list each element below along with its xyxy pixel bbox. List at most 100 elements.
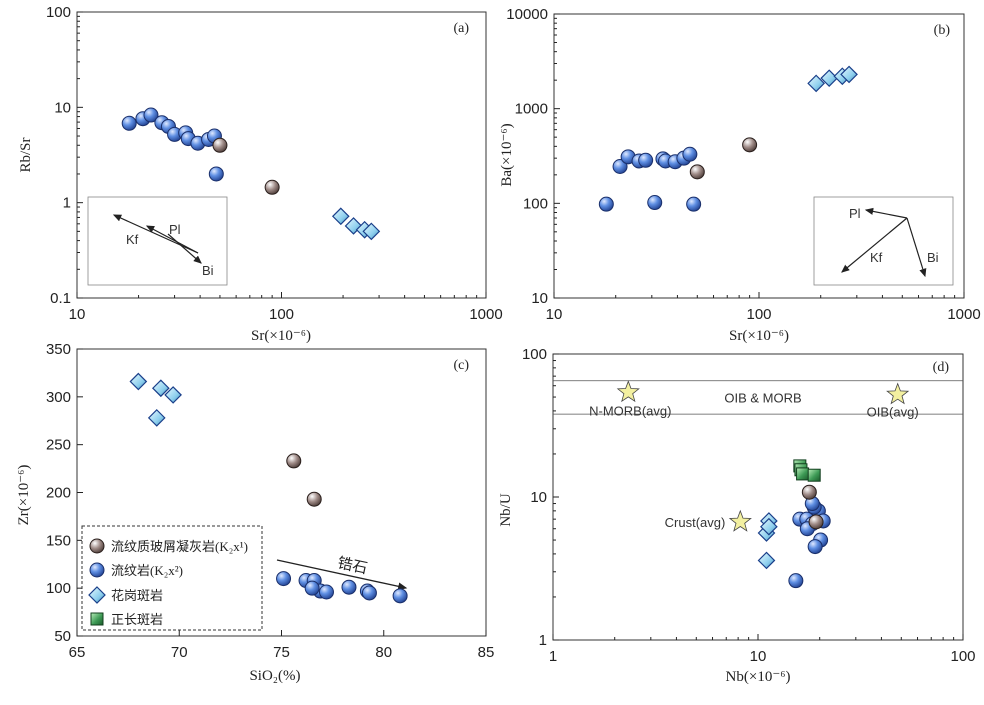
- point-rhyolite: [392, 588, 408, 604]
- panel-d-ticks: 1 10 100 1 10 100: [522, 346, 976, 665]
- panel-a-tag: (a): [453, 21, 469, 36]
- point-granite: [807, 74, 825, 93]
- panel-d-xlabel: Nb(×10⁻⁶): [726, 669, 791, 685]
- panel-b-inset: Pl Kf Bi: [813, 196, 954, 286]
- legend-marker-rhyolite: [89, 562, 105, 578]
- legend-label-tuff: 流纹质玻屑凝灰岩(K₂x¹): [111, 539, 248, 554]
- point-tuff: [808, 514, 824, 530]
- panel-d-ytick-label: 1: [539, 632, 547, 649]
- point-rhyolite: [143, 107, 159, 123]
- legend: 流纹质玻屑凝灰岩(K₂x¹) 流纹岩(K₂x²) 花岗斑岩 正长斑岩: [81, 525, 263, 631]
- panel-c-ytick-label: 350: [46, 341, 71, 358]
- panel-c: 65 70 75 80 85 50 100 150 200 250 300 350 (c) SiO₂(…: [16, 341, 494, 684]
- point-granite: [151, 379, 170, 398]
- legend-frame: [81, 525, 263, 631]
- panel-b-ylabel: Ba(×10⁻⁶): [499, 123, 515, 186]
- point-rhyolite: [788, 573, 804, 589]
- point-tuff: [742, 137, 758, 153]
- point-granite: [760, 517, 778, 536]
- panel-c-xlabel: SiO₂(%): [249, 668, 300, 684]
- point-rhyolite: [682, 146, 698, 162]
- panel-a-inset-label-bi: Bi: [202, 263, 214, 278]
- panel-a-inset-frame: [87, 196, 228, 286]
- panel-c-ytick-label: 300: [46, 389, 71, 406]
- panel-a-inset-label-kf: Kf: [126, 232, 139, 247]
- point-granite: [757, 551, 776, 570]
- panel-d: OIB & MORB 1 10 100 1 10 100 (d) Nb(×10⁻⁶) Nb…: [498, 346, 976, 685]
- panel-b-xtick-label: 1000: [947, 306, 980, 323]
- legend-label-granite: 花岗斑岩: [111, 588, 163, 603]
- panel-a-inset: Kf Pl Bi: [87, 196, 228, 286]
- panel-b-inset-label-bi: Bi: [927, 250, 939, 265]
- panel-d-xtick-label: 100: [950, 648, 975, 665]
- panel-b-xtick-label: 100: [746, 306, 771, 323]
- panel-a-inset-label-pl: Pl: [169, 222, 181, 237]
- panel-a-ytick-label: 1: [63, 195, 71, 212]
- legend-item-tuff: 流纹质玻屑凝灰岩(K₂x¹): [89, 538, 248, 554]
- point-syenite: [807, 468, 821, 482]
- point-rhyolite: [318, 584, 334, 600]
- panel-b-inset-arrow-bi: [906, 217, 927, 278]
- panel-c-ytick-label: 50: [54, 628, 71, 645]
- point-tuff: [689, 164, 705, 180]
- panel-b-ytick-label: 10: [531, 290, 548, 307]
- point-rhyolite: [612, 158, 628, 174]
- panel-a-xlabel: Sr(×10⁻⁶): [251, 328, 311, 344]
- panel-d-ytick-label: 10: [530, 489, 547, 506]
- legend-marker-tuff: [89, 538, 105, 554]
- point-tuff: [801, 484, 817, 500]
- panel-c-ylabel: Zr(×10⁻⁶): [16, 465, 32, 526]
- panel-b-inset-arrow-pl: [864, 207, 908, 219]
- panel-c-tag: (c): [453, 358, 469, 373]
- point-rhyolite: [121, 115, 137, 131]
- point-rhyolite: [304, 580, 320, 596]
- point-tuff: [286, 453, 302, 469]
- panel-c-xtick-label: 70: [171, 644, 188, 661]
- panel-b-points: [598, 65, 858, 212]
- point-syenite: [796, 467, 810, 481]
- panel-b-ytick-label: 1000: [515, 101, 548, 118]
- point-rhyolite: [598, 196, 614, 212]
- point-tuff: [212, 137, 228, 153]
- point-granite: [164, 386, 182, 404]
- legend-item-rhyolite: 流纹岩(K₂x²): [89, 562, 183, 578]
- panel-d-stars: N-MORB(avg) OIB(avg) Crust(avg): [589, 380, 919, 532]
- star-label: OIB(avg): [867, 405, 919, 420]
- panel-b: 10 100 1000 10 100 1000 10000 (b) Sr(×10⁻⁶) Ba…: [499, 6, 981, 344]
- panel-b-inset-frame: [813, 196, 954, 286]
- point-rhyolite: [361, 585, 377, 601]
- star-label: Crust(avg): [665, 515, 726, 530]
- point-granite: [362, 222, 381, 241]
- point-granite: [840, 65, 858, 84]
- legend-label-syenite: 正长斑岩: [111, 612, 163, 627]
- panel-b-xlabel: Sr(×10⁻⁶): [729, 328, 789, 344]
- panel-a-ytick-label: 0.1: [50, 290, 71, 307]
- panel-a-inset-arrow-pl: [145, 225, 199, 254]
- band-label: OIB & MORB: [724, 390, 801, 405]
- panel-b-frame: [553, 13, 965, 299]
- point-rhyolite: [807, 539, 823, 555]
- point-tuff: [264, 179, 280, 195]
- panel-b-inset-label-kf: Kf: [870, 250, 883, 265]
- legend-marker-granite: [88, 586, 106, 604]
- panel-a-xtick-label: 100: [269, 306, 294, 323]
- panel-d-xtick-label: 10: [750, 648, 767, 665]
- point-rhyolite: [208, 166, 224, 182]
- panel-c-xtick-label: 65: [69, 644, 86, 661]
- panel-b-xtick-label: 10: [546, 306, 563, 323]
- legend-item-granite: 花岗斑岩: [88, 586, 163, 604]
- legend-label-rhyolite: 流纹岩(K₂x²): [111, 563, 183, 578]
- point-rhyolite: [686, 196, 702, 212]
- panel-a-ytick-label: 100: [46, 4, 71, 21]
- panel-c-trend-label: 锆石: [336, 554, 369, 578]
- panel-d-ytick-label: 100: [522, 346, 547, 363]
- panel-b-ytick-label: 10000: [506, 6, 548, 23]
- panel-d-band: OIB & MORB: [553, 380, 963, 415]
- point-granite: [147, 409, 166, 427]
- panel-b-inset-label-pl: Pl: [849, 206, 861, 221]
- panel-b-ticks: 10 100 1000 10 100 1000 10000: [506, 6, 980, 323]
- point-rhyolite: [276, 571, 292, 587]
- panel-a-inset-arrow-kf: [112, 214, 199, 254]
- panel-c-ytick-label: 200: [46, 485, 71, 502]
- panel-c-ytick-label: 150: [46, 532, 71, 549]
